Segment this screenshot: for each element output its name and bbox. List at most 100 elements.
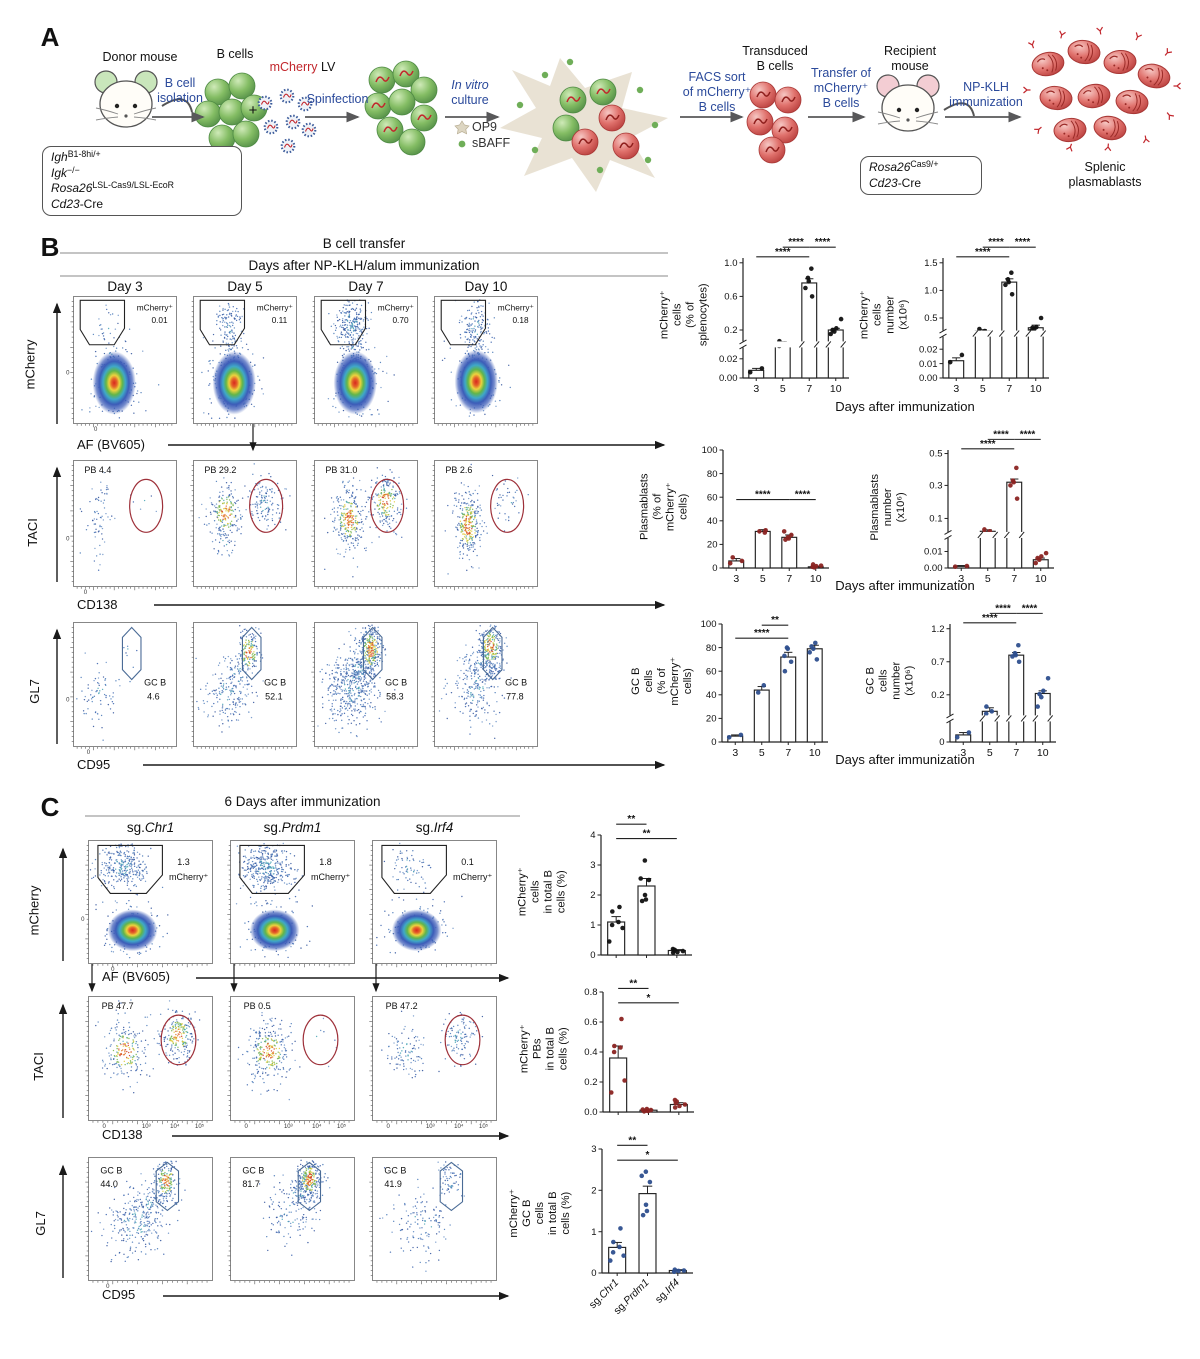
svg-text:GC B: GC B — [144, 678, 166, 688]
npklh-label: NP-KLH immunization — [949, 80, 1023, 109]
b-yaxis-taci: TACI — [24, 517, 40, 547]
ylabel-chart-c1: mCherry⁺ cells in total B cells (%) — [516, 867, 567, 917]
genotype-line: Rosa26Cas9/+ — [869, 159, 939, 174]
b-cell-isolation-label: B cell isolation — [157, 76, 203, 105]
plus-sign: + — [248, 102, 258, 119]
ylabel-chart-b1: mCherry⁺ cells (% of splenocytes) — [658, 283, 709, 347]
genotype-line: Cd23-Cre — [869, 175, 922, 190]
svg-text:0.01: 0.01 — [151, 315, 168, 325]
b-cells-label: B cells — [216, 47, 254, 61]
column-sgchr1: sg.Chr1 — [126, 820, 175, 835]
ylabel-chart-c2: mCherry⁺ PBs in total B cells (%) — [518, 1024, 569, 1074]
column-day3: Day 3 — [107, 279, 143, 294]
ylabel-chart-b3: Plasmablasts (% of mCherry⁺ cells) — [638, 473, 689, 541]
sbaff-label: sBAFF — [472, 136, 511, 150]
flow-plot-b-day5-mcherry: mCherry⁺ 0.11 — [190, 296, 297, 428]
column-day5: Day 5 — [227, 279, 263, 294]
panel-c-label: C — [40, 792, 60, 822]
invitro-rest: culture — [451, 92, 489, 107]
c-yaxis-taci: TACI — [30, 1051, 46, 1081]
svg-text:PB 4.4: PB 4.4 — [84, 465, 111, 475]
genotype-line: Cd23-Cre — [51, 196, 104, 211]
donor-genotype-box: IghB1-8hi/+ Igk−/− Rosa26LSL-Cas9/LSL-Ec… — [42, 146, 242, 217]
svg-text:PB 2.6: PB 2.6 — [445, 465, 472, 475]
days-after-immunization-2: Days after immunization — [835, 578, 975, 593]
svg-text:0: 0 — [94, 427, 98, 433]
c-xaxis-cd138: CD138 — [102, 1127, 143, 1142]
svg-text:0.18: 0.18 — [512, 315, 529, 325]
genotype-line: Igk−/− — [51, 164, 80, 180]
recipient-genotype-box: Rosa26Cas9/+ Cd23-Cre — [860, 156, 982, 196]
b-xaxis-cd95: CD95 — [77, 757, 111, 772]
flow-plot-b-day10-pb: PB 2.6 — [431, 460, 538, 591]
donor-mouse-label: Donor mouse — [102, 50, 178, 64]
panel-b-header-lines — [60, 252, 668, 277]
flow-plot-c-sgprdm1-gcb: GC B81.7 — [227, 1157, 355, 1285]
flow-plot-c-sgprdm1-pb: PB 0.50 10³ 10⁴ 10⁵ — [227, 996, 355, 1130]
b-yaxis-gl7: GL7 — [26, 678, 42, 704]
op9-icon — [454, 120, 470, 135]
sbaff-icon — [458, 140, 466, 148]
svg-text:4.6: 4.6 — [147, 691, 160, 701]
culture-splat-icon — [500, 58, 668, 192]
chart-c-mcherry-pbs: 0.00.20.40.60.8*** — [584, 978, 694, 1118]
svg-text:mCherry⁺: mCherry⁺ — [378, 302, 414, 312]
panel-c-header: 6 Days after immunization — [224, 794, 381, 809]
flow-plot-b-day10-mcherry: mCherry⁺ 0.18 — [431, 296, 538, 428]
flow-plot-b-day3-gcb: GC B 4.6 0 0 — [66, 622, 177, 756]
column-day7: Day 7 — [348, 279, 384, 294]
genotype-line: IghB1-8hi/+ — [51, 149, 101, 164]
flow-plot-b-day7-mcherry: mCherry⁺ 0.70 — [311, 296, 418, 428]
svg-text:mCherry⁺: mCherry⁺ — [498, 302, 534, 312]
column-day10: Day 10 — [464, 279, 508, 294]
ylabel-chart-b5: GC B cells (% of mCherry⁺ cells) — [629, 656, 694, 706]
recipient-mouse-icon — [876, 74, 975, 132]
svg-text:0: 0 — [87, 750, 91, 756]
svg-text:58.3: 58.3 — [386, 691, 404, 701]
flow-plot-c-sgchr1-gcb: GC B44.00 — [85, 1157, 213, 1290]
ylabel-chart-b4: Plasmablasts number (x10⁶) — [868, 473, 907, 541]
c-xaxis-cd95: CD95 — [102, 1287, 136, 1302]
chart-mcherry-pct-splenocytes: 0.000.020.20.61.0******** ****3 5 7 10 — [719, 237, 849, 395]
b-xaxis-af: AF (BV605) — [77, 437, 145, 452]
lv-word: LV — [317, 60, 336, 74]
svg-text:52.1: 52.1 — [265, 691, 283, 701]
svg-text:0: 0 — [66, 697, 70, 703]
flow-plot-c-sgchr1-pb: PB 47.70 10³ 10⁴ 10⁵ — [85, 996, 213, 1130]
c-yaxis-gl7: GL7 — [32, 1210, 48, 1236]
invitro-culture-label: In vitro culture — [432, 78, 508, 108]
b-xaxis-cd138: CD138 — [77, 597, 118, 612]
mcherry-word: mCherry — [269, 60, 318, 74]
panel-b-header1: B cell transfer — [322, 236, 406, 251]
splenic-plasmablasts-label: Splenic plasmablasts — [1068, 160, 1142, 189]
spinfection-label: Spinfection — [306, 92, 369, 106]
recipient-mouse-label: Recipient mouse — [883, 44, 937, 73]
column-sgirf4: sg.Irf4 — [415, 820, 454, 835]
days-after-immunization-1: Days after immunization — [835, 399, 975, 414]
column-sgprdm1: sg.Prdm1 — [263, 820, 322, 835]
flow-plot-b-day5-gcb: GC B 52.1 — [190, 622, 297, 751]
c-yaxis-mcherry: mCherry — [26, 885, 42, 935]
days-after-immunization-3: Days after immunization — [835, 752, 975, 767]
svg-text:PB 31.0: PB 31.0 — [325, 465, 357, 475]
flow-plot-b-day10-gcb: GC B77.8 — [431, 622, 538, 751]
svg-text:mCherry⁺: mCherry⁺ — [257, 302, 293, 312]
flow-plot-b-day3-mcherry: mCherry⁺ 0.01 0 0 — [66, 296, 177, 433]
donor-mouse-icon — [94, 70, 193, 128]
panel-b-axis-arrows — [52, 302, 666, 770]
panel-b-header2: Days after NP-KLH/alum immunization — [248, 258, 480, 273]
svg-text:PB 29.2: PB 29.2 — [204, 465, 236, 475]
svg-text:0: 0 — [84, 590, 88, 596]
ylabel-chart-b2: mCherry⁺ cells number (x10⁶) — [858, 290, 909, 340]
chart-mcherry-number: 0.000.010.020.51.01.5******** ****3 5 7 10 — [919, 237, 1049, 395]
transduced-green-cells-icon — [364, 60, 438, 156]
flow-plot-b-day3-pb: PB 4.4 0 0 — [66, 460, 177, 596]
